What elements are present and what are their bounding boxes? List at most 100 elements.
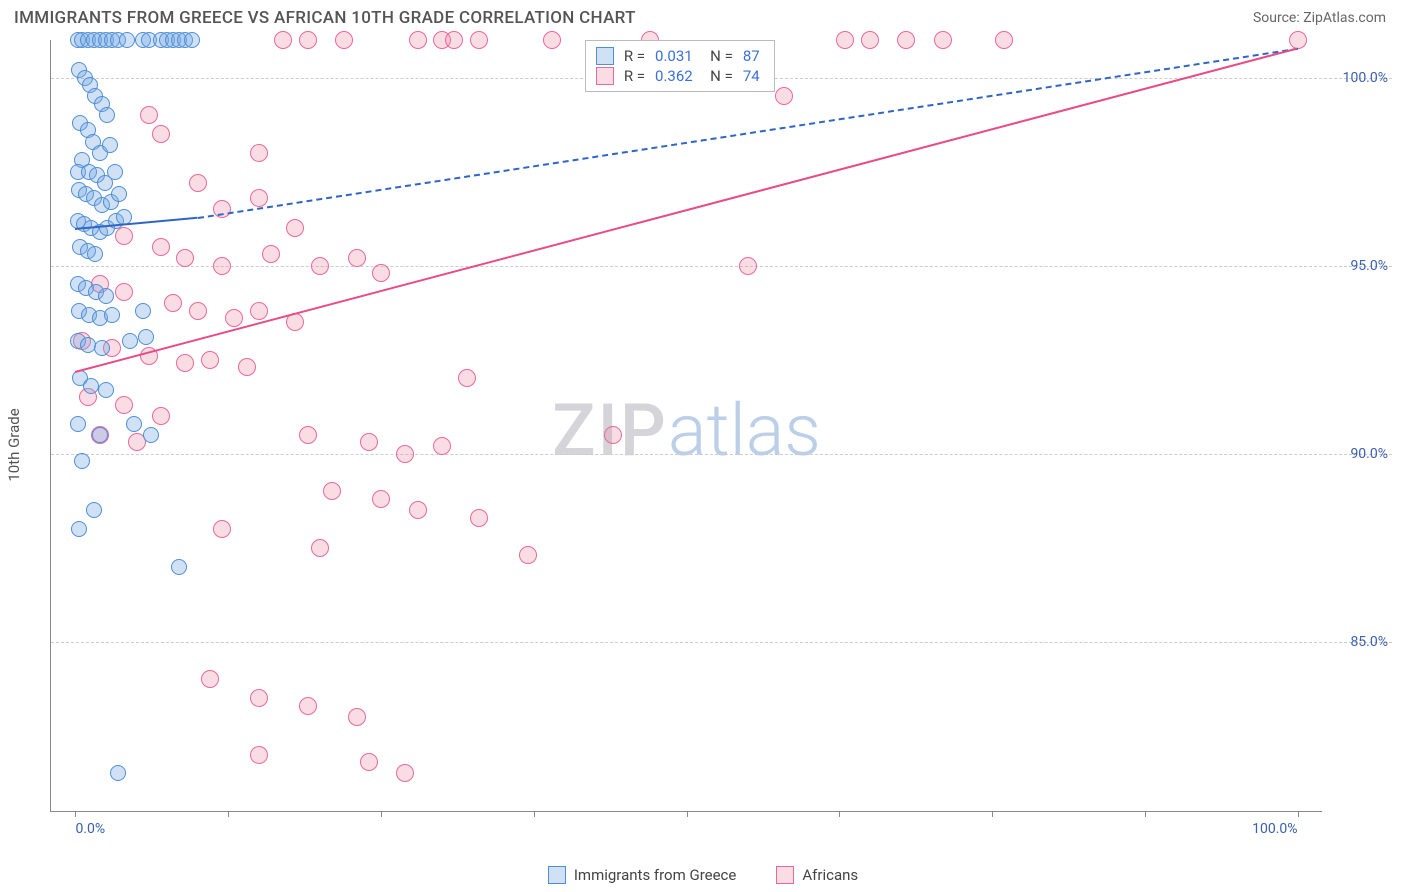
watermark: ZIPatlas xyxy=(552,387,821,472)
x-tick xyxy=(534,811,535,817)
scatter-point-greece xyxy=(135,303,151,319)
scatter-point-africans xyxy=(176,354,194,372)
legend-label: Immigrants from Greece xyxy=(574,866,737,884)
scatter-point-africans xyxy=(775,87,793,105)
scatter-point-africans xyxy=(311,257,329,275)
scatter-point-africans xyxy=(445,31,463,49)
scatter-point-africans xyxy=(115,283,133,301)
x-axis-legend: Immigrants from Greece Africans xyxy=(0,866,1406,884)
scatter-point-africans xyxy=(250,189,268,207)
scatter-point-africans xyxy=(152,238,170,256)
scatter-point-africans xyxy=(201,351,219,369)
n-value: 74 xyxy=(743,67,760,85)
scatter-point-africans xyxy=(250,746,268,764)
scatter-point-africans xyxy=(861,31,879,49)
chart-source: Source: ZipAtlas.com xyxy=(1253,10,1386,26)
x-tick xyxy=(839,811,840,817)
scatter-point-africans xyxy=(164,294,182,312)
r-value: 0.362 xyxy=(655,67,693,85)
scatter-point-africans xyxy=(335,31,353,49)
scatter-point-africans xyxy=(372,264,390,282)
scatter-point-greece xyxy=(99,107,115,123)
x-tick xyxy=(992,811,993,817)
scatter-point-africans xyxy=(396,445,414,463)
scatter-point-africans xyxy=(299,31,317,49)
stats-row-africans: R = 0.362 N = 74 xyxy=(596,67,760,85)
scatter-point-africans xyxy=(323,482,341,500)
scatter-point-greece xyxy=(107,164,123,180)
scatter-point-africans xyxy=(360,753,378,771)
scatter-point-greece xyxy=(74,453,90,469)
legend-label: Africans xyxy=(802,866,858,884)
gridline-h xyxy=(51,454,1392,455)
scatter-point-africans xyxy=(250,689,268,707)
scatter-point-africans xyxy=(1289,31,1307,49)
legend-swatch xyxy=(596,67,614,85)
y-tick-label: 85.0% xyxy=(1350,634,1388,650)
gridline-h xyxy=(51,266,1392,267)
legend-item-africans: Africans xyxy=(776,866,858,884)
scatter-point-africans xyxy=(360,433,378,451)
scatter-point-africans xyxy=(543,31,561,49)
scatter-point-africans xyxy=(201,670,219,688)
y-tick-label: 100.0% xyxy=(1343,70,1388,86)
scatter-point-greece xyxy=(92,427,108,443)
scatter-point-africans xyxy=(934,31,952,49)
x-tick xyxy=(75,811,76,817)
scatter-point-africans xyxy=(299,697,317,715)
scatter-point-africans xyxy=(470,509,488,527)
scatter-point-greece xyxy=(98,382,114,398)
scatter-point-africans xyxy=(897,31,915,49)
scatter-point-africans xyxy=(433,437,451,455)
scatter-point-greece xyxy=(102,137,118,153)
y-axis-label: 10th Grade xyxy=(5,408,23,481)
correlation-stats-box: R = 0.031 N = 87 R = 0.362 N = 74 xyxy=(585,40,775,92)
scatter-point-greece xyxy=(83,378,99,394)
legend-swatch xyxy=(596,47,614,65)
scatter-point-africans xyxy=(519,546,537,564)
x-tick xyxy=(1298,811,1299,817)
n-value: 87 xyxy=(743,47,760,65)
x-tick xyxy=(228,811,229,817)
scatter-point-greece xyxy=(94,340,110,356)
legend-item-greece: Immigrants from Greece xyxy=(548,866,737,884)
scatter-point-africans xyxy=(458,369,476,387)
stats-row-greece: R = 0.031 N = 87 xyxy=(596,47,760,65)
scatter-point-greece xyxy=(110,765,126,781)
scatter-point-africans xyxy=(225,309,243,327)
scatter-point-africans xyxy=(250,144,268,162)
scatter-point-greece xyxy=(171,559,187,575)
scatter-point-africans xyxy=(115,396,133,414)
scatter-point-greece xyxy=(184,32,200,48)
source-link[interactable]: ZipAtlas.com xyxy=(1303,10,1386,26)
scatter-point-greece xyxy=(104,307,120,323)
scatter-point-greece xyxy=(143,427,159,443)
scatter-point-africans xyxy=(115,227,133,245)
x-tick xyxy=(381,811,382,817)
legend-swatch xyxy=(548,866,566,884)
scatter-point-africans xyxy=(409,31,427,49)
scatter-point-africans xyxy=(372,490,390,508)
scatter-point-africans xyxy=(396,764,414,782)
plot-area: ZIPatlas 85.0%90.0%95.0%100.0%0.0%100.0%… xyxy=(50,40,1322,812)
scatter-point-africans xyxy=(213,520,231,538)
scatter-point-africans xyxy=(213,257,231,275)
scatter-point-greece xyxy=(70,416,86,432)
scatter-point-africans xyxy=(152,407,170,425)
scatter-point-africans xyxy=(311,539,329,557)
chart-title: IMMIGRANTS FROM GREECE VS AFRICAN 10TH G… xyxy=(14,8,636,28)
scatter-point-africans xyxy=(286,219,304,237)
scatter-point-africans xyxy=(470,31,488,49)
scatter-point-africans xyxy=(176,249,194,267)
scatter-point-africans xyxy=(238,358,256,376)
scatter-point-greece xyxy=(111,186,127,202)
scatter-point-africans xyxy=(140,106,158,124)
x-tick xyxy=(687,811,688,817)
scatter-point-africans xyxy=(189,302,207,320)
scatter-point-greece xyxy=(122,333,138,349)
scatter-point-africans xyxy=(348,708,366,726)
scatter-point-africans xyxy=(348,249,366,267)
scatter-point-africans xyxy=(189,174,207,192)
scatter-point-greece xyxy=(71,521,87,537)
scatter-point-greece xyxy=(86,502,102,518)
